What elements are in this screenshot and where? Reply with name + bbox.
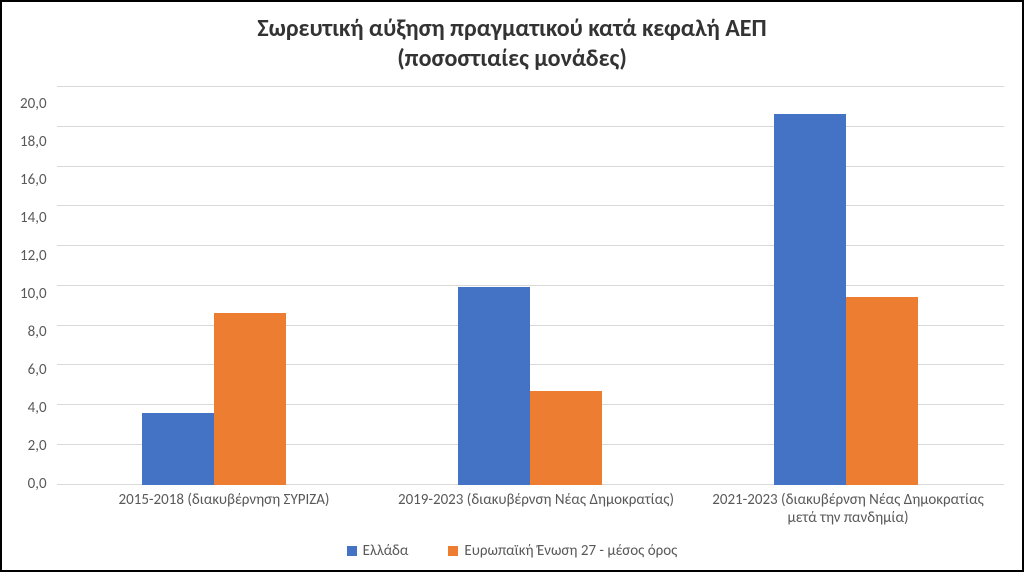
legend-swatch-icon bbox=[347, 546, 357, 556]
y-tick-label: 18,0 bbox=[20, 133, 47, 151]
y-tick-label: 12,0 bbox=[20, 247, 47, 265]
bar-group bbox=[372, 86, 688, 485]
chart-frame: Σωρευτική αύξηση πραγματικού κατά κεφαλή… bbox=[0, 0, 1024, 572]
chart-body: 20,018,016,014,012,010,08,06,04,02,00,0 bbox=[20, 86, 1004, 485]
bar bbox=[214, 313, 286, 484]
y-tick-label: 8,0 bbox=[28, 323, 47, 341]
legend-item: Ευρωπαϊκή Ένωση 27 - μέσος όρος bbox=[448, 542, 677, 560]
bar-group bbox=[57, 86, 373, 485]
y-tick-label: 2,0 bbox=[28, 437, 47, 455]
chart-title: Σωρευτική αύξηση πραγματικού κατά κεφαλή… bbox=[20, 14, 1004, 74]
y-tick-label: 16,0 bbox=[20, 171, 47, 189]
legend: Ελλάδα Ευρωπαϊκή Ένωση 27 - μέσος όρος bbox=[20, 542, 1004, 560]
bar bbox=[142, 413, 214, 485]
legend-item: Ελλάδα bbox=[347, 542, 409, 560]
legend-swatch-icon bbox=[448, 546, 458, 556]
bar-group bbox=[688, 86, 1004, 485]
bar-groups bbox=[57, 86, 1004, 485]
bar bbox=[458, 287, 530, 484]
legend-label: Ευρωπαϊκή Ένωση 27 - μέσος όρος bbox=[464, 542, 677, 560]
bar bbox=[846, 297, 918, 484]
x-axis-labels: 2015-2018 (διακυβέρνηση ΣΥΡΙΖΑ)2019-2023… bbox=[68, 491, 1004, 529]
x-category-label: 2021-2023 (διακυβέρνση Νέας Δημοκρατίας … bbox=[692, 491, 1004, 529]
y-tick-label: 6,0 bbox=[28, 361, 47, 379]
y-tick-label: 20,0 bbox=[20, 95, 47, 113]
plot-area bbox=[57, 86, 1004, 485]
y-axis: 20,018,016,014,012,010,08,06,04,02,00,0 bbox=[20, 86, 57, 485]
y-tick-label: 10,0 bbox=[20, 285, 47, 303]
y-tick-label: 0,0 bbox=[28, 475, 47, 493]
x-category-label: 2019-2023 (διακυβέρνση Νέας Δημοκρατίας) bbox=[380, 491, 692, 529]
x-category-label: 2015-2018 (διακυβέρνηση ΣΥΡΙΖΑ) bbox=[68, 491, 380, 529]
legend-label: Ελλάδα bbox=[363, 542, 409, 560]
y-tick-label: 14,0 bbox=[20, 209, 47, 227]
y-tick-label: 4,0 bbox=[28, 399, 47, 417]
bar bbox=[774, 114, 846, 485]
bar bbox=[530, 391, 602, 485]
